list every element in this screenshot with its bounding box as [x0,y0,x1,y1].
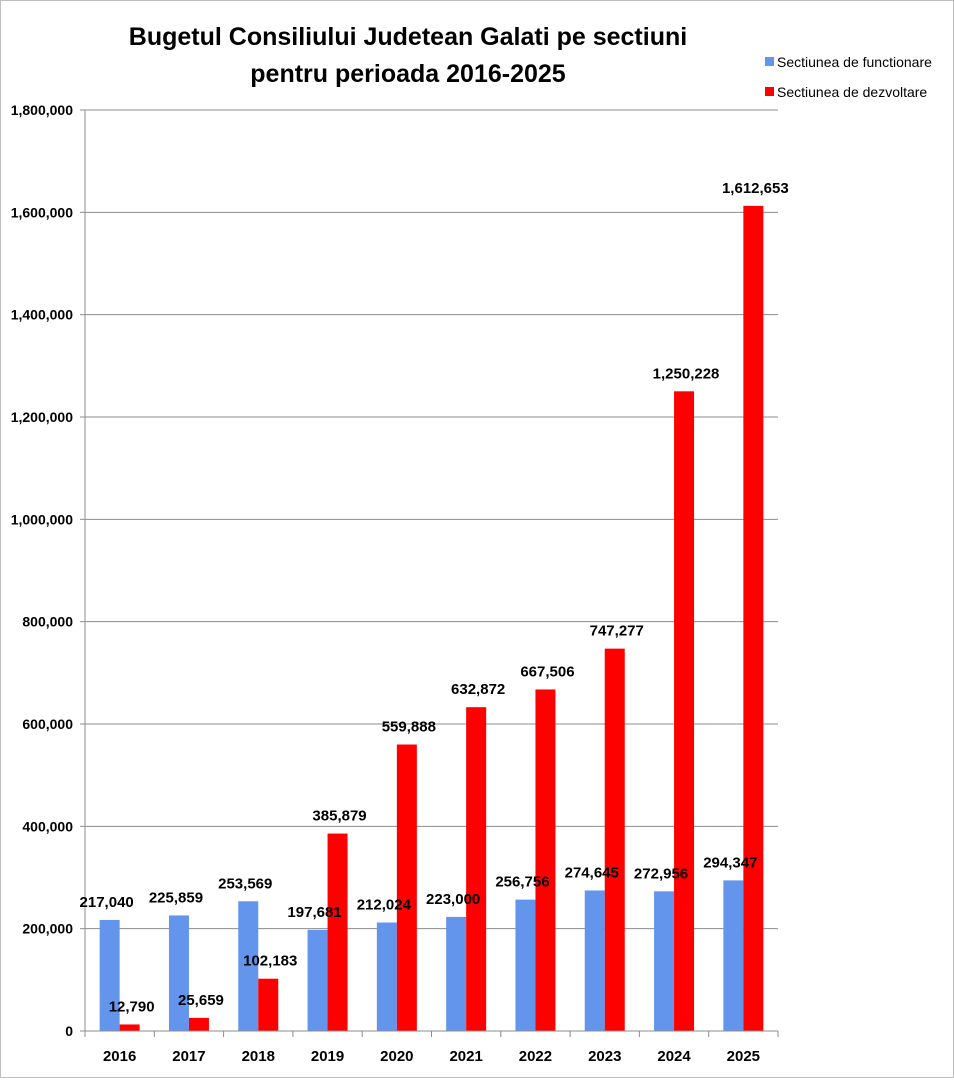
data-label-functionare: 217,040 [80,894,134,911]
bars [99,205,764,1031]
bar-dezvoltare [119,1024,140,1031]
data-label-dezvoltare: 102,183 [243,953,297,970]
bar-dezvoltare [327,833,348,1031]
data-label-dezvoltare: 747,277 [590,623,644,640]
y-tick-label: 200,000 [22,921,73,937]
y-tick-label: 1,600,000 [11,204,73,220]
bar-functionare [446,916,467,1031]
y-tick-label: 400,000 [22,818,73,834]
legend-label: Sectiunea de functionare [777,54,932,70]
x-tick-label: 2025 [727,1048,760,1065]
data-label-functionare: 253,569 [218,875,272,892]
x-tick-label: 2017 [172,1048,205,1065]
x-tick-label: 2021 [449,1048,482,1065]
data-label-dezvoltare: 385,879 [312,808,366,825]
data-label-functionare: 223,000 [426,891,480,908]
x-tick-label: 2020 [380,1048,413,1065]
bar-dezvoltare [604,648,625,1031]
bar-dezvoltare [466,707,487,1031]
data-label-dezvoltare: 559,888 [382,719,436,736]
y-tick-label: 1,200,000 [11,409,73,425]
x-tick-label: 2016 [103,1048,136,1065]
bar-dezvoltare [743,205,764,1031]
data-label-dezvoltare: 632,872 [451,681,505,698]
y-tick-label: 800,000 [22,614,73,630]
data-label-functionare: 274,645 [565,864,619,881]
bar-functionare [584,890,605,1031]
data-label-dezvoltare: 667,506 [520,663,574,680]
y-tick-label: 1,800,000 [11,102,73,118]
legend: Sectiunea de functionare Sectiunea de dez… [765,54,932,100]
data-label-dezvoltare: 12,790 [109,998,155,1015]
bar-functionare [376,922,397,1031]
bar-dezvoltare [396,744,417,1031]
bar-functionare [723,880,744,1031]
y-tick-label: 1,400,000 [11,307,73,323]
data-label-functionare: 212,024 [357,897,412,914]
data-label-functionare: 225,859 [149,889,203,906]
data-label-dezvoltare: 1,612,653 [722,180,789,197]
chart-title-line-2: pentru perioada 2016-2025 [250,60,566,88]
legend-swatch [765,87,774,96]
data-labels: 217,040 12,790 225,859 25,659 253,569 102,183… [80,180,789,1016]
y-tick-label: 0 [65,1023,73,1039]
data-label-dezvoltare: 25,659 [178,992,224,1009]
bar-functionare [168,915,189,1031]
bar-dezvoltare [258,978,279,1031]
y-tick-label: 600,000 [22,716,73,732]
x-tick-label: 2024 [657,1048,691,1065]
bar-functionare [99,919,120,1031]
x-tick-label: 2018 [242,1048,275,1065]
x-tick-label: 2022 [519,1048,552,1065]
legend-label: Sectiunea de dezvoltare [777,84,927,100]
data-label-functionare: 197,681 [287,904,341,921]
bar-dezvoltare [535,689,556,1031]
bar-functionare [654,891,675,1031]
bar-dezvoltare [188,1017,209,1031]
legend-swatch [765,57,774,66]
data-label-functionare: 256,756 [495,874,549,891]
axes [80,109,779,1037]
bar-dezvoltare [674,391,695,1031]
chart-title-line-1: Bugetul Consiliului Judetean Galati pe s… [129,23,687,51]
bar-functionare [307,929,328,1031]
y-axis-ticks: 0 200,000 400,000 600,000 800,000 1,000,000 1,… [11,102,74,1039]
bar-functionare [515,899,536,1031]
data-label-dezvoltare: 1,250,228 [653,365,720,382]
bar-functionare [238,901,259,1031]
x-axis-ticks: 2016 2017 2018 2019 2020 2021 2022 2023 2024 2025 [103,1048,760,1065]
data-label-functionare: 272,956 [634,865,688,882]
y-tick-label: 1,000,000 [11,511,73,527]
x-tick-label: 2023 [588,1048,621,1065]
x-tick-label: 2019 [311,1048,344,1065]
data-label-functionare: 294,347 [703,854,757,871]
